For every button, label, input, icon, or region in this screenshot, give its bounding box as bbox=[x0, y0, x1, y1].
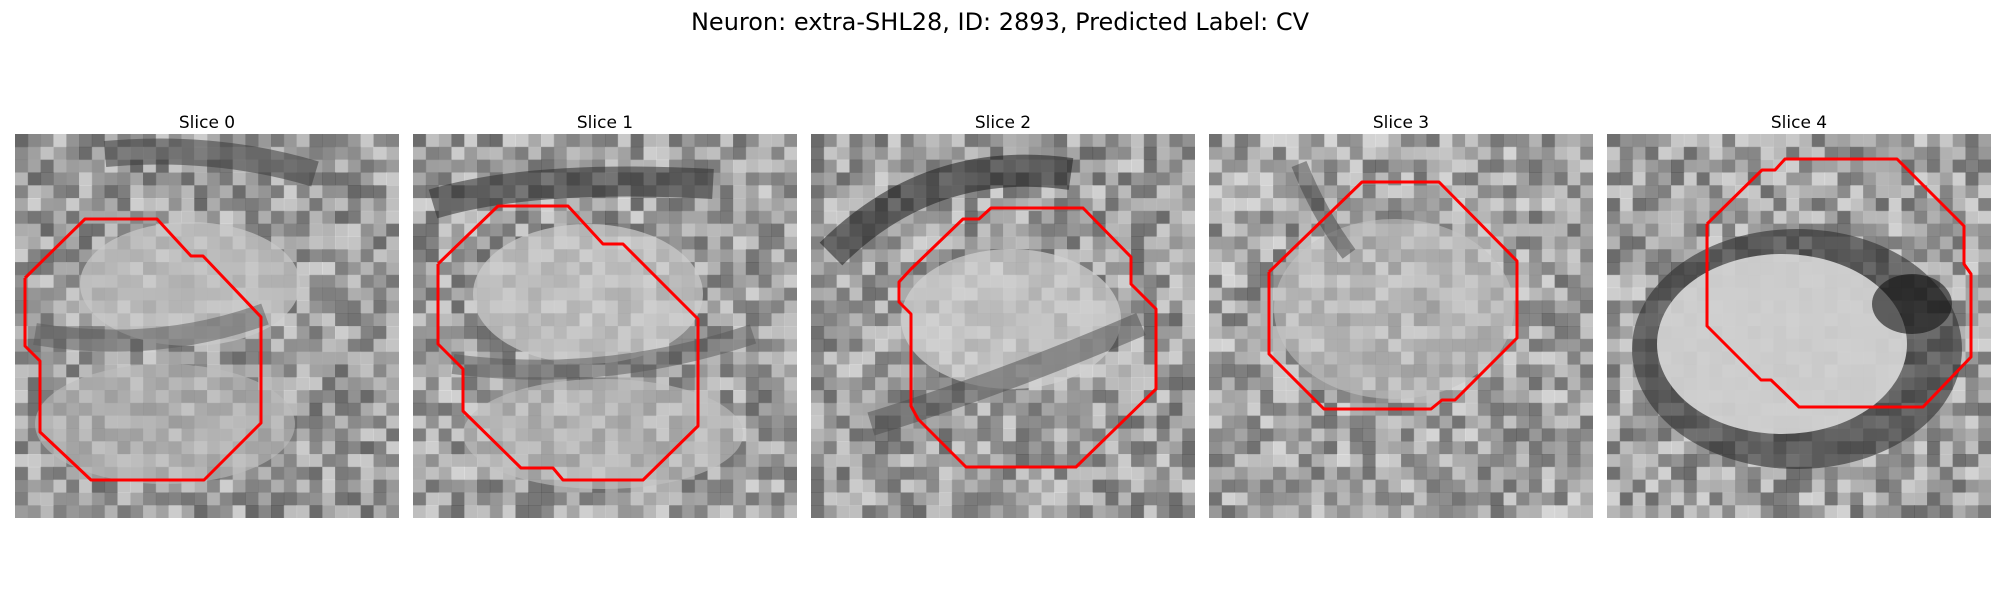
roi-outline-3 bbox=[1267, 180, 1519, 411]
slice-panel-0: Slice 0 bbox=[15, 112, 399, 518]
slice-image-3 bbox=[1209, 134, 1593, 518]
slice-title-2: Slice 2 bbox=[974, 113, 1032, 133]
slice-image-1 bbox=[413, 134, 797, 518]
slice-image-4 bbox=[1607, 134, 1991, 518]
slice-panel-2: Slice 2 bbox=[811, 112, 1195, 518]
slice-title-4: Slice 4 bbox=[1770, 113, 1828, 133]
roi-outline-2 bbox=[897, 206, 1158, 469]
roi-outline-1 bbox=[436, 204, 700, 482]
slice-title-0: Slice 0 bbox=[178, 113, 236, 133]
roi-outline-0 bbox=[23, 217, 263, 482]
slice-title-3: Slice 3 bbox=[1372, 113, 1430, 133]
figure-title: Neuron: extra-SHL28, ID: 2893, Predicted… bbox=[690, 8, 1310, 36]
slice-image-0 bbox=[15, 134, 399, 518]
slice-panel-1: Slice 1 bbox=[413, 112, 797, 518]
roi-outline-4 bbox=[1705, 157, 1973, 409]
slice-panel-3: Slice 3 bbox=[1209, 112, 1593, 518]
slice-image-2 bbox=[811, 134, 1195, 518]
slice-title-1: Slice 1 bbox=[576, 113, 634, 133]
slice-texture-4 bbox=[1607, 134, 1991, 518]
slice-panel-4: Slice 4 bbox=[1607, 112, 1991, 518]
